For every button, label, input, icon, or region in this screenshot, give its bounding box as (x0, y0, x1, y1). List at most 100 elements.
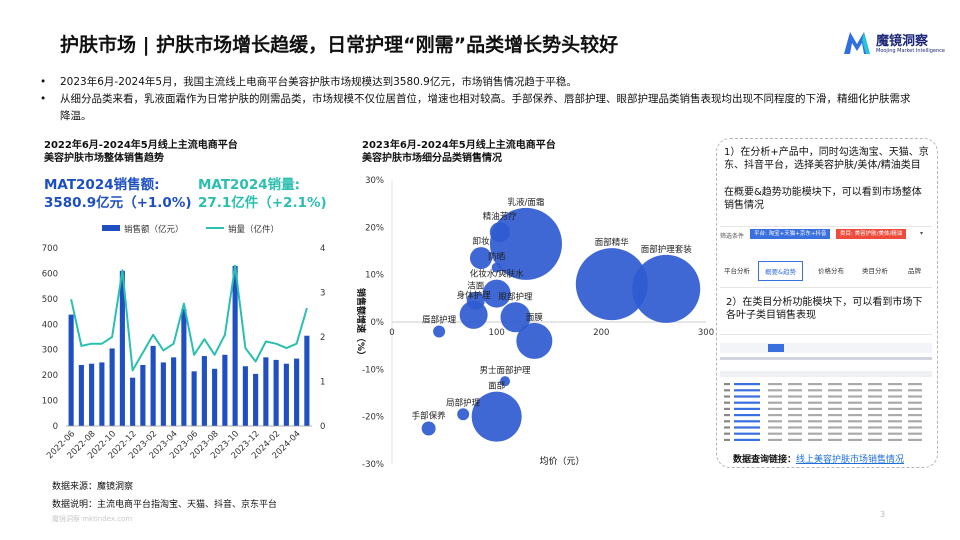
thumb-row-name (734, 389, 760, 392)
thumb-row-cell (828, 383, 842, 386)
thumb-row-cell (768, 432, 782, 435)
thumb-row-cell (808, 383, 822, 386)
thumb-row-cell (788, 389, 802, 392)
thumb-row-cell (848, 438, 862, 441)
legend-bar-label: 销售额（亿元） (124, 224, 184, 235)
thumb-row-cell (868, 395, 882, 398)
thumb-row-cell (868, 438, 882, 441)
thumb-row-cell (828, 414, 842, 417)
sales-bar (304, 335, 310, 426)
thumb-row-cell (828, 395, 842, 398)
category-bubble (491, 262, 502, 273)
legend-line-label: 销量（亿件） (228, 224, 279, 235)
left-axis-tick: 0 (53, 422, 58, 432)
sales-bar (232, 265, 238, 426)
bubble-y-tick: 0% (371, 318, 385, 328)
left-axis-tick: 500 (42, 295, 58, 305)
kpi-sales-label: MAT2024销售额: (44, 177, 160, 193)
data-link[interactable]: 线上美容护肤市场销售情况 (796, 455, 905, 465)
thumb-row-index (724, 420, 730, 423)
thumb-row-cell (788, 383, 802, 386)
tab-platform[interactable]: 平台分析 (724, 267, 750, 275)
bubble-label: 身体护理 (457, 290, 492, 301)
category-bubble (632, 254, 701, 323)
thumb-row-cell (768, 426, 782, 429)
sales-bar (273, 359, 279, 426)
sales-bar (160, 362, 166, 426)
screenshot-overview: 筛选条件 平台: 淘宝+天猫+京东+抖音 类目: 美容护肤/美体/精油 ▾ 平台… (720, 226, 932, 288)
thumb-row-cell (808, 432, 822, 435)
tab-price[interactable]: 价格分布 (818, 267, 844, 275)
tab-category[interactable]: 类目分析 (862, 267, 888, 275)
thumb-row-cell (848, 420, 862, 423)
bubble-label: 面部护理套装 (641, 244, 693, 255)
thumb-row-cell (808, 426, 822, 429)
bubble-label: 男士面部护理 (480, 365, 532, 376)
filter-dropdown-icon[interactable]: ▾ (920, 230, 924, 237)
thumb-row-name (734, 383, 760, 386)
panel-step1b: 在概要&趋势功能模块下，可以看到市场整体销售情况 (724, 187, 922, 211)
thumb-row-cell (788, 426, 802, 429)
category-bubble (516, 322, 553, 359)
bubble-x-tick: 0 (389, 328, 394, 338)
filter-label: 筛选条件 (720, 233, 745, 240)
thumb-row-cell (788, 395, 802, 398)
sales-bar (140, 364, 146, 426)
thumb-row-cell (888, 426, 902, 429)
bubble-y-tick: -30% (362, 460, 384, 470)
bubble-label: 洁面 (467, 281, 485, 292)
left-axis-tick: 300 (42, 346, 58, 356)
thumb-row-cell (868, 414, 882, 417)
left-axis-tick: 600 (42, 269, 58, 279)
data-link-label: 数据查询链接： (733, 455, 797, 465)
tab-brand[interactable]: 品牌 (908, 267, 921, 275)
bubble-label: 乳液/面霜 (508, 197, 545, 208)
thumb-row-cell (808, 401, 822, 404)
thumb-row-cell (908, 432, 922, 435)
tab-overview[interactable]: 概要&趋势 (758, 261, 804, 281)
category-bubble (482, 279, 511, 308)
category-bubble-chart: 30% 20% 10% 0% -10% -20% -30% 0 100 200 300 乳液/面霜面… (355, 176, 714, 470)
bubble-y-tick: -10% (362, 365, 384, 375)
sales-bar (191, 371, 197, 426)
bubble-axes: 30% 20% 10% 0% -10% -20% -30% 0 100 200 300 (362, 176, 714, 470)
instruction-panel (716, 138, 938, 468)
category-bubble (489, 222, 510, 243)
filter-platform-chip[interactable]: 平台: 淘宝+天猫+京东+抖音 (750, 229, 831, 239)
category-bubble (459, 300, 488, 329)
sales-bar (78, 364, 84, 426)
category-table-thumbnail (720, 343, 932, 441)
left-chart-title-line1: 2022年6月-2024年5月线上主流电商平台 (44, 140, 238, 151)
thumb-row-index (724, 438, 730, 441)
legend-bar-swatch (102, 225, 120, 231)
sales-bar (212, 368, 218, 426)
filter-category-chip[interactable]: 类目: 美容护肤/美体/精油 (836, 229, 907, 239)
thumb-row-index (724, 432, 730, 435)
left-axis-tick: 400 (42, 320, 58, 330)
thumb-row-cell (868, 420, 882, 423)
thumb-row-cell (828, 420, 842, 423)
right-axis-tick: 4 (320, 244, 325, 254)
sales-bar (222, 354, 228, 426)
thumb-row-cell (848, 426, 862, 429)
sales-bar (99, 362, 105, 426)
category-bubble (457, 408, 470, 421)
bubble-chart-title: 2023年6月-2024年5月线上主流电商平台 美容护肤市场细分品类销售情况 (362, 139, 556, 165)
thumb-row-cell (808, 395, 822, 398)
thumb-row-cell (768, 401, 782, 404)
thumb-row-cell (868, 407, 882, 410)
sales-bar (253, 373, 259, 426)
bubble-label: 唇部护理 (422, 314, 457, 325)
thumb-row-index (724, 383, 730, 386)
bubble-points (421, 207, 701, 442)
data-note: 数据说明：主流电商平台指淘宝、天猫、抖音、京东平台 (52, 500, 278, 510)
thumb-row-cell (848, 395, 862, 398)
thumb-row-cell (888, 389, 902, 392)
data-link-row: 数据查询链接：线上美容护肤市场销售情况 (733, 452, 904, 465)
thumb-row-cell (908, 383, 922, 386)
overview-tab-bar: 平台分析 概要&趋势 价格分布 类目分析 品牌 (720, 261, 932, 281)
kpi-volume-value: 27.1亿件（+2.1%) (198, 195, 327, 211)
thumb-row-name (734, 395, 760, 398)
thumb-row-index (724, 414, 730, 417)
thumb-row-cell (828, 432, 842, 435)
